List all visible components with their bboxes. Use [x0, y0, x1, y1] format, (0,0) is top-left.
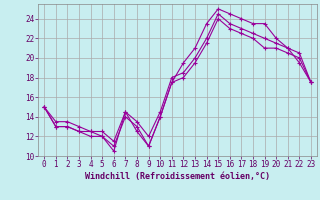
X-axis label: Windchill (Refroidissement éolien,°C): Windchill (Refroidissement éolien,°C) — [85, 172, 270, 181]
